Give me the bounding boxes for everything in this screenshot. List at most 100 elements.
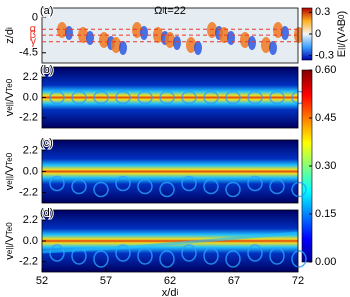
subscript: e|| <box>5 102 14 111</box>
subscript: i <box>162 6 164 15</box>
heatmap-feature <box>173 36 181 50</box>
heatmap-feature <box>247 90 263 105</box>
y-axis-label: ve||/VTe0 <box>4 78 16 116</box>
heatmap-feature <box>71 90 87 105</box>
heatmap-feature <box>119 41 127 55</box>
heatmap-feature <box>140 26 148 40</box>
heatmap-feature <box>269 41 277 55</box>
heatmap-feature <box>294 27 304 43</box>
colorbar-label: E||/(VAB0) <box>336 11 348 57</box>
heatmap-feature <box>203 90 219 105</box>
heatmap-feature <box>225 181 241 198</box>
text-part: v <box>4 184 16 190</box>
heatmap-feature <box>65 26 73 40</box>
y-axis-label: ve||/VTe0 <box>4 152 16 190</box>
subscript: Te0 <box>5 222 14 235</box>
reference-label: β <box>30 29 36 41</box>
panel-label: (a) <box>40 5 53 17</box>
y-tick-label: -2.2 <box>19 112 38 124</box>
y-tick-label: -2.2 <box>19 256 38 268</box>
heatmap-feature <box>78 27 88 43</box>
heatmap-feature <box>115 244 131 262</box>
subscript: Te0 <box>5 152 14 165</box>
y-tick-label: 0 <box>32 11 38 23</box>
text-part: /(V <box>336 31 348 46</box>
subscript: i <box>176 288 178 297</box>
y-tick-label: 2.2 <box>23 71 38 83</box>
heatmap-feature <box>269 90 285 105</box>
heatmap-feature <box>291 181 307 198</box>
heatmap-feature <box>159 250 175 268</box>
heatmap-feature <box>203 178 219 195</box>
colorbar-tick-label: 0.30 <box>315 160 336 172</box>
text-part: t=22 <box>164 5 186 17</box>
text-part: B <box>336 19 348 26</box>
colorbar-tick-label: 0.45 <box>315 112 336 124</box>
heatmap-image <box>42 67 298 128</box>
heatmap-feature <box>159 90 175 105</box>
text-part: v <box>4 110 16 116</box>
subscript: || <box>337 46 346 50</box>
heatmap-feature <box>181 175 197 192</box>
heatmap-feature <box>71 247 87 265</box>
text-part: E <box>336 50 348 57</box>
y-axis-label: z/di <box>4 27 16 44</box>
heatmap-feature <box>115 175 131 192</box>
heatmap-feature <box>225 90 241 105</box>
heatmap-feature <box>99 32 109 48</box>
heatmap-feature <box>41 231 299 254</box>
heatmap-feature <box>93 181 109 198</box>
chart-title: Ωit=22 <box>154 5 186 17</box>
heatmap-feature <box>281 26 289 40</box>
y-tick-label: -2.2 <box>19 186 38 198</box>
y-tick-label: 0.0 <box>23 165 38 177</box>
x-tick-label: 57 <box>100 275 112 287</box>
text-part: /V <box>4 91 16 102</box>
y-tick-label: 2.2 <box>23 214 38 226</box>
heatmap-feature <box>186 37 196 53</box>
heatmap-feature <box>49 90 65 105</box>
heatmap-feature <box>111 37 121 53</box>
heatmap-feature <box>240 32 250 48</box>
heatmap-feature <box>137 178 153 195</box>
panel-label: (c) <box>40 137 53 149</box>
heatmap-feature <box>225 250 241 268</box>
text-part: v <box>4 254 16 260</box>
colorbar-tick-label: 0 <box>315 28 321 40</box>
subscript: Te0 <box>5 78 14 91</box>
subscript: 0 <box>337 14 346 19</box>
heatmap-feature <box>132 22 142 38</box>
x-tick-label: 67 <box>228 275 240 287</box>
heatmap-feature <box>137 90 153 105</box>
text-part: /V <box>4 235 16 246</box>
heatmap-feature <box>247 244 263 262</box>
heatmap-feature <box>57 22 67 38</box>
heatmap-feature <box>159 181 175 198</box>
colorbar-tick-label: -0.3 <box>315 50 334 62</box>
panel-label: (d) <box>40 207 53 219</box>
x-tick-label: 72 <box>292 275 304 287</box>
heatmap-feature <box>227 31 235 45</box>
x-tick-label: 62 <box>164 275 176 287</box>
reference-label: α <box>30 23 37 35</box>
subscript: e|| <box>5 246 14 255</box>
y-tick-label: 0.0 <box>23 91 38 103</box>
heatmap-feature <box>93 90 109 105</box>
y-tick-label: 2.2 <box>23 144 38 156</box>
heatmap-feature <box>248 36 256 50</box>
colorbar-tick-label: 0.3 <box>315 6 330 18</box>
heatmap-feature <box>165 32 175 48</box>
heatmap-feature <box>261 37 271 53</box>
heatmap-feature <box>269 178 285 195</box>
heatmap-feature <box>71 178 87 195</box>
subscript: i <box>5 27 14 29</box>
y-tick-label: 0.0 <box>23 235 38 247</box>
heatmap-image <box>42 210 298 272</box>
heatmap-feature <box>247 175 263 192</box>
heatmap-feature <box>137 247 153 265</box>
reference-label: γ <box>31 36 37 48</box>
colorbar-tick-label: 0.00 <box>315 256 336 268</box>
heatmap-feature <box>181 244 197 262</box>
heatmap-feature <box>86 31 94 45</box>
